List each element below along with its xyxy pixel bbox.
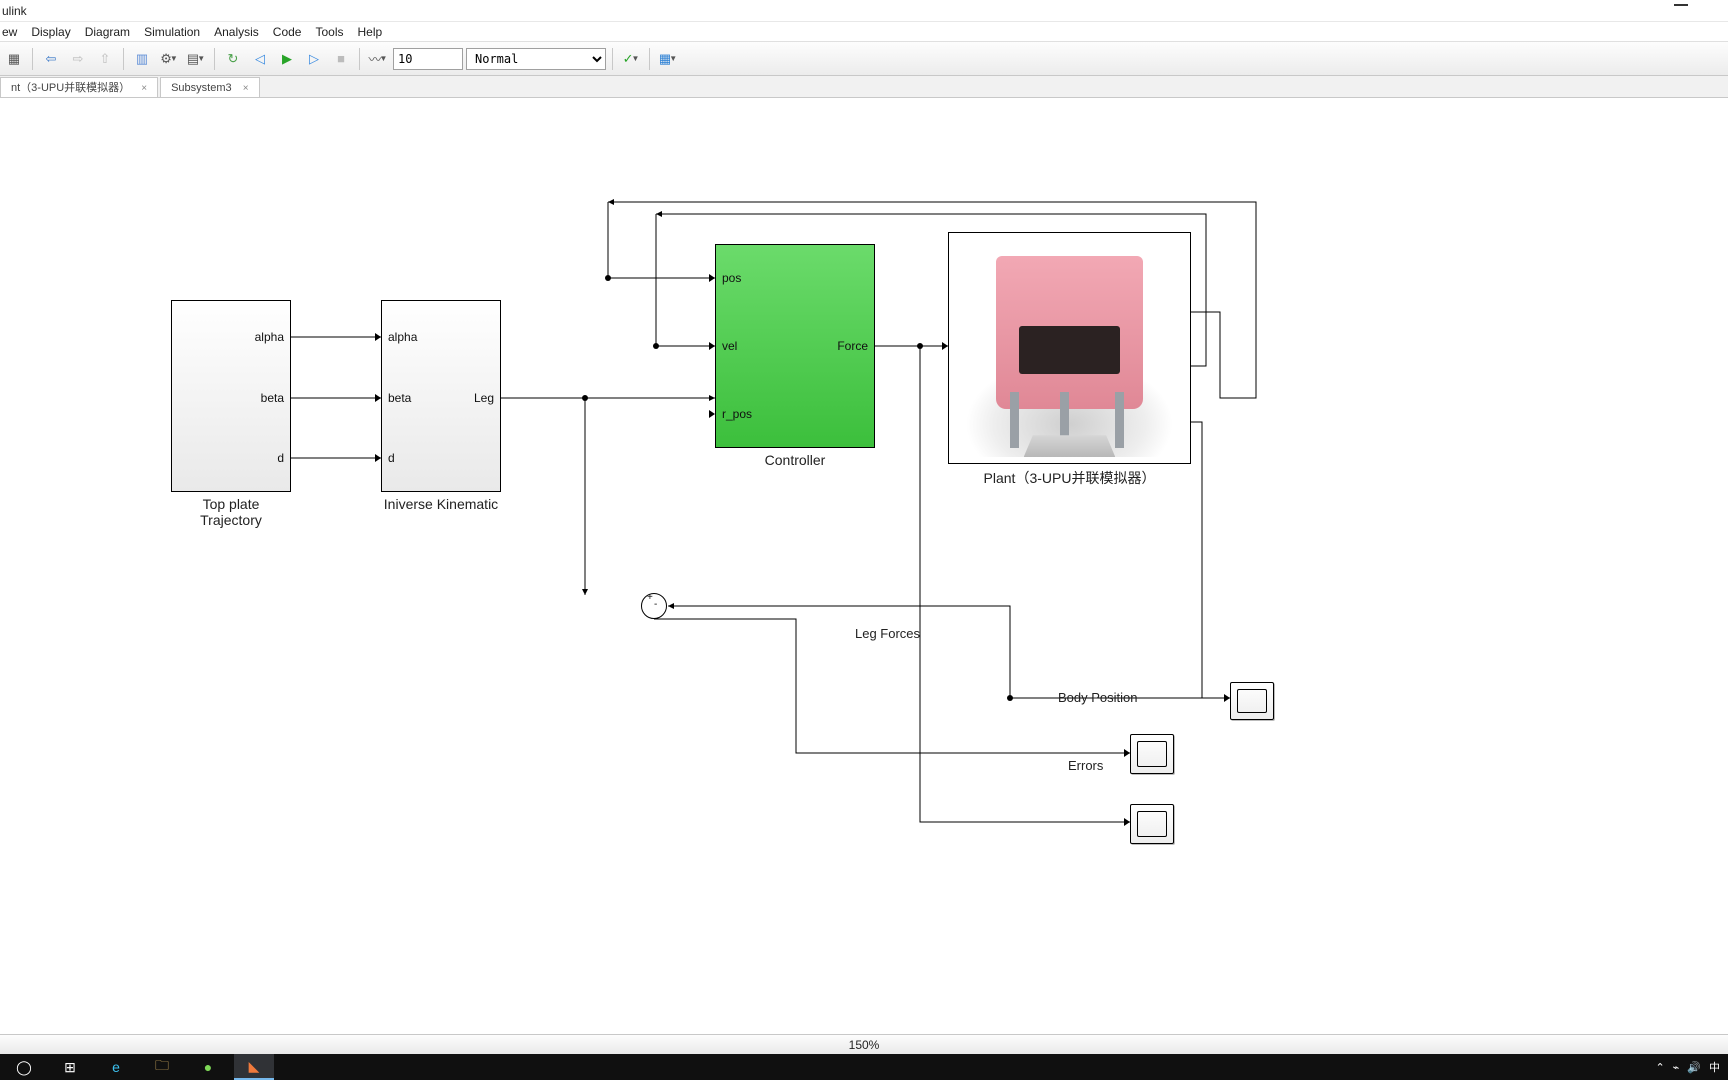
tray-caret-icon[interactable]: ⌃	[1655, 1061, 1664, 1074]
block-inverse-kinematic[interactable]: alpha beta d Leg	[381, 300, 501, 492]
sim-mode-select[interactable]: Normal	[466, 48, 606, 70]
fast-restart-icon[interactable]: ↻	[221, 47, 245, 71]
inport-label: alpha	[388, 330, 417, 344]
window-titlebar: ulink	[0, 0, 1728, 22]
taskbar-file-explorer[interactable]: 🗀	[142, 1054, 182, 1080]
menu-display[interactable]: Display	[31, 25, 70, 39]
plant-image-icon	[955, 239, 1184, 457]
save-icon[interactable]: ▦	[2, 47, 26, 71]
forward-icon[interactable]: ⇨	[66, 47, 90, 71]
simulink-canvas[interactable]: alpha beta d Top plate Trajectory alpha …	[0, 98, 1728, 1034]
inport-label: d	[388, 451, 395, 465]
chevron-down-icon[interactable]: ▼	[631, 54, 639, 63]
window-minimize-icon[interactable]	[1674, 4, 1688, 6]
chevron-down-icon[interactable]: ▼	[197, 54, 205, 63]
taskbar-task-view[interactable]: ⊞	[50, 1054, 90, 1080]
block-trajectory[interactable]: alpha beta d	[171, 300, 291, 492]
tray-ime-indicator[interactable]: 中	[1709, 1059, 1720, 1075]
chevron-down-icon[interactable]: ▼	[669, 54, 677, 63]
block-plant[interactable]	[948, 232, 1191, 464]
chevron-down-icon[interactable]: ▼	[380, 54, 388, 63]
sum-sign: +	[647, 592, 653, 603]
library-browser-icon[interactable]: ▥	[130, 47, 154, 71]
model-tab-subsystem3[interactable]: Subsystem3 ×	[160, 77, 259, 97]
block-controller[interactable]: pos vel r_pos Force	[715, 244, 875, 448]
stop-icon[interactable]: ■	[329, 47, 353, 71]
block-scope-leg-forces[interactable]	[1130, 804, 1174, 844]
block-ikin-label: Iniverse Kinematic	[351, 496, 531, 512]
block-sum[interactable]: + -	[641, 593, 667, 619]
signal-label-body-position: Body Position	[1058, 690, 1138, 705]
step-forward-icon[interactable]: ▷	[302, 47, 326, 71]
windows-taskbar: ◯⊞e🗀●◣ ⌃ ⌁ 🔊 中	[0, 1054, 1728, 1080]
menu-bar: ew Display Diagram Simulation Analysis C…	[0, 22, 1728, 42]
step-back-icon[interactable]: ◁	[248, 47, 272, 71]
outport-label: d	[277, 451, 284, 465]
inport-label: pos	[722, 271, 741, 285]
inport-label: beta	[388, 391, 411, 405]
sum-sign: -	[654, 599, 657, 610]
signal-label-leg-forces: Leg Forces	[855, 626, 920, 641]
inport-label: vel	[722, 339, 737, 353]
up-icon[interactable]: ⇧	[93, 47, 117, 71]
menu-tools[interactable]: Tools	[315, 25, 343, 39]
menu-diagram[interactable]: Diagram	[85, 25, 130, 39]
chevron-down-icon[interactable]: ▼	[170, 54, 178, 63]
outport-label: Leg	[474, 391, 494, 405]
model-tab-root[interactable]: nt（3-UPU并联模拟器） ×	[0, 77, 158, 97]
block-plant-label: Plant（3-UPU并联模拟器）	[918, 468, 1221, 488]
outport-label: Force	[837, 339, 868, 353]
close-icon[interactable]: ×	[141, 83, 147, 94]
taskbar-edge-browser[interactable]: e	[96, 1054, 136, 1080]
record-icon[interactable]: 〰▼	[366, 47, 390, 71]
taskbar-windows-start[interactable]: ◯	[4, 1054, 44, 1080]
block-trajectory-label: Top plate Trajectory	[171, 496, 291, 528]
block-scope-errors[interactable]	[1130, 734, 1174, 774]
outport-label: beta	[261, 391, 284, 405]
back-icon[interactable]: ⇦	[39, 47, 63, 71]
tab-strip: nt（3-UPU并联模拟器） × Subsystem3 ×	[0, 76, 1728, 98]
stop-time-input[interactable]	[393, 48, 463, 70]
outport-label: alpha	[255, 330, 284, 344]
taskbar-wechat[interactable]: ●	[188, 1054, 228, 1080]
close-icon[interactable]: ×	[243, 83, 249, 94]
build-icon[interactable]: ✓▼	[619, 47, 643, 71]
status-bar: 150%	[0, 1034, 1728, 1054]
taskbar-matlab[interactable]: ◣	[234, 1054, 274, 1080]
tray-volume-icon[interactable]: 🔊	[1687, 1061, 1701, 1074]
menu-simulation[interactable]: Simulation	[144, 25, 200, 39]
sdi-icon[interactable]: ▦▼	[656, 47, 680, 71]
block-controller-label: Controller	[715, 452, 875, 468]
menu-code[interactable]: Code	[273, 25, 302, 39]
model-config-icon[interactable]: ⚙▼	[157, 47, 181, 71]
tray-network-icon[interactable]: ⌁	[1673, 1061, 1680, 1074]
menu-help[interactable]: Help	[357, 25, 382, 39]
model-explorer-icon[interactable]: ▤▼	[184, 47, 208, 71]
wire-layer	[0, 98, 1728, 998]
system-tray[interactable]: ⌃ ⌁ 🔊 中	[1655, 1059, 1724, 1075]
block-scope-body-position[interactable]	[1230, 682, 1274, 720]
model-tab-sub-label: Subsystem3	[171, 82, 232, 94]
zoom-level[interactable]: 150%	[849, 1038, 880, 1052]
toolbar: ▦ ⇦⇨⇧ ▥⚙▼▤▼ ↻◁▶▷■ 〰▼ Normal ✓▼ ▦▼	[0, 42, 1728, 76]
run-icon[interactable]: ▶	[275, 47, 299, 71]
model-tab-root-label: nt（3-UPU并联模拟器）	[11, 82, 130, 94]
window-title: ulink	[2, 4, 27, 18]
menu-analysis[interactable]: Analysis	[214, 25, 259, 39]
signal-label-errors: Errors	[1068, 758, 1103, 773]
inport-label: r_pos	[722, 407, 752, 421]
menu-view[interactable]: ew	[2, 25, 17, 39]
